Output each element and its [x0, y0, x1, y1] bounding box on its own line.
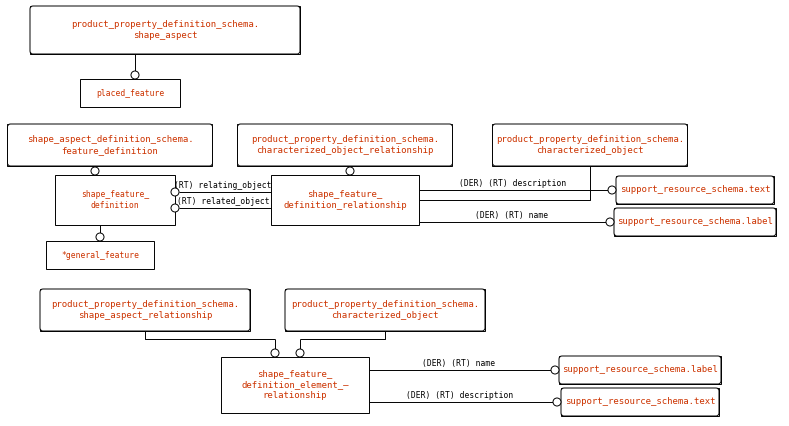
FancyBboxPatch shape — [285, 289, 485, 331]
FancyBboxPatch shape — [559, 356, 721, 384]
FancyBboxPatch shape — [40, 289, 250, 331]
FancyBboxPatch shape — [492, 124, 687, 166]
Circle shape — [96, 233, 104, 241]
Text: product_property_definition_schema.
shape_aspect: product_property_definition_schema. shap… — [71, 20, 259, 40]
Circle shape — [171, 204, 179, 212]
Text: placed_feature: placed_feature — [96, 89, 164, 98]
Text: (DER) (RT) name: (DER) (RT) name — [475, 211, 548, 220]
Bar — [237, 124, 453, 166]
Bar — [614, 208, 776, 236]
Bar — [40, 289, 250, 331]
Circle shape — [271, 349, 279, 357]
Bar — [271, 175, 419, 225]
Bar — [492, 124, 687, 166]
Text: support_resource_schema.text: support_resource_schema.text — [565, 397, 716, 406]
Text: shape_feature_
definition_relationship: shape_feature_ definition_relationship — [283, 190, 407, 210]
Bar — [221, 357, 369, 413]
FancyBboxPatch shape — [561, 388, 719, 416]
Text: support_resource_schema.text: support_resource_schema.text — [619, 185, 770, 195]
FancyBboxPatch shape — [237, 124, 453, 166]
Text: product_property_definition_schema.
characterized_object: product_property_definition_schema. char… — [496, 135, 684, 155]
Circle shape — [91, 167, 99, 175]
Text: product_property_definition_schema.
characterized_object_relationship: product_property_definition_schema. char… — [251, 135, 439, 155]
Text: support_resource_schema.label: support_resource_schema.label — [617, 218, 773, 227]
FancyBboxPatch shape — [30, 6, 300, 54]
Text: product_property_definition_schema.
shape_aspect_relationship: product_property_definition_schema. shap… — [51, 300, 239, 320]
Text: shape_feature_
definition: shape_feature_ definition — [81, 190, 149, 210]
Bar — [80, 79, 180, 107]
FancyBboxPatch shape — [616, 176, 774, 204]
Text: shape_feature_
definition_element_–
relationship: shape_feature_ definition_element_– rela… — [241, 370, 349, 400]
Bar — [8, 124, 212, 166]
Circle shape — [551, 366, 559, 374]
Bar — [30, 6, 300, 54]
Text: shape_aspect_definition_schema.
feature_definition: shape_aspect_definition_schema. feature_… — [27, 135, 193, 155]
Text: (DER) (RT) description: (DER) (RT) description — [406, 391, 514, 400]
Circle shape — [553, 398, 561, 406]
FancyBboxPatch shape — [8, 124, 212, 166]
Bar — [561, 388, 719, 416]
Bar — [285, 289, 485, 331]
Text: (DER) (RT) description: (DER) (RT) description — [459, 179, 567, 188]
Bar — [46, 241, 154, 269]
Bar — [559, 356, 721, 384]
Text: (DER) (RT) name: (DER) (RT) name — [422, 359, 495, 368]
Bar — [616, 176, 774, 204]
Bar — [55, 175, 175, 225]
Circle shape — [131, 71, 139, 79]
Circle shape — [346, 167, 354, 175]
Circle shape — [296, 349, 304, 357]
Text: (RT) related_object: (RT) related_object — [177, 197, 269, 206]
Text: *general_feature: *general_feature — [61, 250, 139, 259]
Text: product_property_definition_schema.
characterized_object: product_property_definition_schema. char… — [291, 300, 479, 320]
Circle shape — [608, 186, 616, 194]
Circle shape — [171, 188, 179, 196]
Text: support_resource_schema.label: support_resource_schema.label — [562, 366, 718, 374]
Circle shape — [606, 218, 614, 226]
Text: (RT) relating_object: (RT) relating_object — [174, 181, 271, 190]
FancyBboxPatch shape — [614, 208, 776, 236]
